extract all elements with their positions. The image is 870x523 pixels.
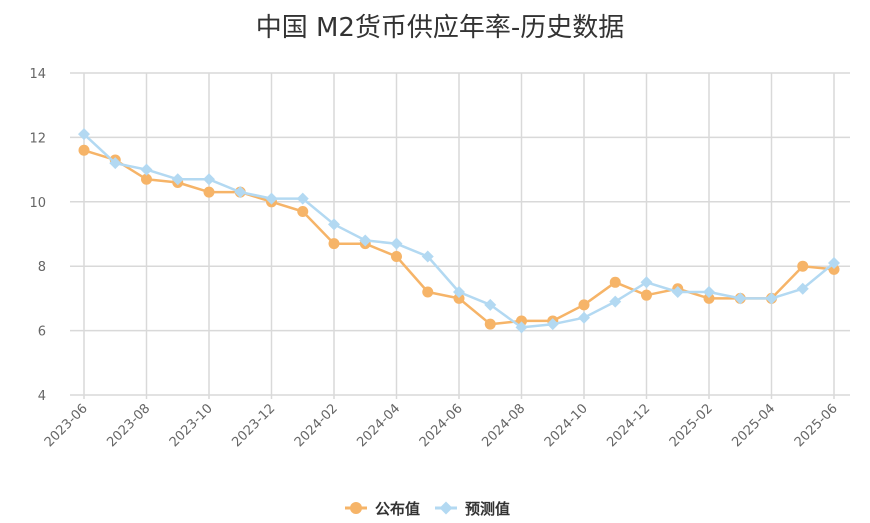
data-point	[78, 144, 90, 156]
data-point	[265, 192, 278, 205]
data-point	[422, 286, 434, 298]
x-tick-label: 2023-12	[229, 401, 278, 450]
data-point	[453, 292, 465, 304]
x-tick-label: 2024-06	[417, 401, 466, 450]
data-point	[453, 285, 465, 298]
x-tick-label: 2024-12	[604, 401, 653, 450]
data-point	[328, 238, 340, 250]
legend-label: 公布值	[375, 500, 420, 518]
data-point	[297, 205, 309, 217]
x-tick-label: 2024-02	[292, 401, 341, 450]
x-tick-label: 2024-08	[479, 401, 528, 450]
data-point	[359, 234, 372, 247]
series	[78, 128, 840, 334]
data-point	[140, 163, 153, 176]
data-point	[765, 292, 778, 305]
data-point	[391, 251, 402, 263]
y-axis-ticks: 4 6 8 10 12 14	[29, 67, 46, 404]
legend-marker	[439, 501, 453, 515]
chart-title: 中国 M2货币供应年率-历史数据	[256, 13, 625, 43]
data-point	[109, 157, 122, 170]
data-point	[141, 173, 152, 185]
x-tick-label: 2024-04	[354, 401, 403, 450]
data-point	[546, 318, 559, 331]
data-point	[671, 285, 684, 298]
legend-label: 预测值	[465, 500, 510, 518]
x-tick-label: 2023-06	[42, 401, 91, 450]
data-point	[203, 173, 215, 186]
y-tick-label: 6	[38, 325, 46, 340]
data-point	[703, 292, 715, 304]
data-point	[234, 186, 247, 199]
y-tick-label: 10	[29, 196, 46, 211]
data-point	[797, 260, 809, 272]
data-point	[640, 276, 653, 289]
data-point	[516, 315, 527, 327]
data-point	[703, 285, 715, 298]
series-1	[78, 128, 840, 334]
data-point	[484, 298, 497, 311]
x-tick-label: 2025-02	[667, 401, 716, 450]
data-point	[796, 282, 809, 295]
legend-item-1[interactable]: 预测值	[435, 500, 510, 518]
data-point	[328, 218, 340, 231]
y-tick-label: 14	[29, 67, 46, 82]
data-point	[609, 276, 621, 288]
x-tick-label: 2023-10	[167, 401, 216, 450]
data-point	[828, 256, 840, 269]
data-point	[78, 128, 90, 141]
legend-item-0[interactable]: 公布值	[345, 500, 420, 518]
data-point	[203, 186, 215, 198]
data-point	[515, 321, 528, 334]
data-point	[578, 299, 590, 311]
data-point	[171, 173, 184, 186]
x-tick-label: 2023-08	[104, 401, 153, 450]
grid	[70, 72, 850, 399]
x-tick-label: 2024-10	[542, 401, 591, 450]
y-tick-label: 4	[38, 389, 46, 404]
data-point	[609, 295, 622, 308]
data-point	[734, 292, 747, 305]
data-point	[578, 311, 590, 324]
data-point	[484, 318, 496, 330]
legend-marker	[350, 502, 362, 514]
data-point	[296, 192, 309, 205]
data-point	[390, 237, 403, 250]
y-tick-label: 12	[29, 131, 46, 146]
legend[interactable]: 公布值 预测值	[345, 500, 510, 518]
data-point	[421, 250, 434, 263]
x-axis-ticks: 2023-06 2023-08 2023-10 2023-12 2024-02 2024-…	[42, 401, 841, 450]
x-tick-label: 2025-04	[729, 401, 778, 450]
y-tick-label: 8	[38, 260, 46, 275]
x-tick-label: 2025-06	[792, 401, 841, 450]
data-point	[641, 289, 652, 301]
